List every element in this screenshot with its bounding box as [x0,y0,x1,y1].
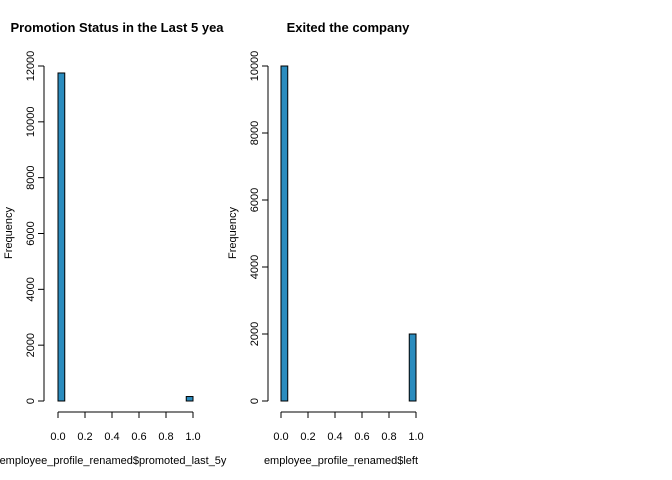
y-tick-label: 2000 [249,322,261,346]
x-tick-label: 0.4 [104,431,119,443]
y-tick-label: 8000 [25,165,37,189]
chart-panel-promotion: Promotion Status in the Last 5 yea 0.0 0.2… [0,20,227,467]
y-axis-label: Frequency [3,207,15,259]
x-tick-label: 0.2 [77,431,92,443]
x-tick-label: 1.0 [408,431,423,443]
y-tick-label: 12000 [25,51,37,82]
y-tick-label: 10000 [25,107,37,138]
y-tick-label: 6000 [25,221,37,245]
y-tick-label: 10000 [249,51,261,82]
chart-title: Promotion Status in the Last 5 yea [10,20,224,35]
x-tick-label: 0.0 [50,431,65,443]
x-tick-label: 0.6 [131,431,146,443]
histogram-bar [408,333,417,402]
x-axis-label: employee_profile_renamed$left [264,455,418,467]
chart-panel-exited: Exited the company 0.0 0.2 0.4 0.6 0.8 1.0 0 200… [227,20,424,467]
x-tick-label: 0.0 [273,431,288,443]
chart-title: Exited the company [287,20,411,35]
x-tick-label: 0.6 [354,431,369,443]
y-tick-label: 0 [25,398,37,404]
y-tick-label: 2000 [25,333,37,357]
y-tick-label: 0 [249,398,261,404]
y-tick-label: 8000 [249,121,261,145]
histogram-bar [185,396,194,402]
x-tick-label: 0.4 [327,431,342,443]
y-tick-label: 4000 [249,255,261,279]
x-tick-label: 0.2 [300,431,315,443]
histogram-bar [280,65,289,402]
y-tick-label: 6000 [249,188,261,212]
x-axis-label: employee_profile_renamed$promoted_last_5… [0,455,227,467]
x-tick-label: 0.8 [381,431,396,443]
y-axis-label: Frequency [227,207,239,259]
x-tick-label: 0.8 [158,431,173,443]
histogram-bar [57,72,66,402]
x-tick-label: 1.0 [185,431,200,443]
y-tick-label: 4000 [25,277,37,301]
